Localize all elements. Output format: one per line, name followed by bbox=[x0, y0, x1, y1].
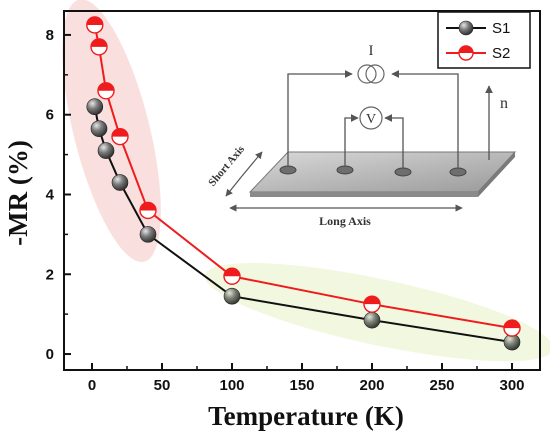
data-point-s2 bbox=[86, 16, 104, 34]
contact-2 bbox=[336, 165, 354, 175]
data-point-s2 bbox=[223, 267, 241, 285]
short-axis-arrow-up bbox=[241, 151, 263, 177]
legend-marker-s2 bbox=[458, 45, 474, 61]
voltmeter-icon bbox=[359, 106, 383, 130]
legend-marker-s1 bbox=[458, 20, 474, 36]
data-point-s1 bbox=[223, 287, 241, 305]
y-tick-label: 0 bbox=[46, 346, 54, 363]
current-label: I bbox=[369, 43, 374, 59]
x-axis-title: Temperature (K) bbox=[208, 401, 404, 431]
x-tick-label: 200 bbox=[359, 377, 384, 394]
measurement-setup-inset: I V n Long Axis Short Axis bbox=[206, 43, 517, 228]
data-point-s2 bbox=[97, 82, 115, 100]
contact-4 bbox=[449, 167, 467, 177]
data-point-s2 bbox=[503, 319, 521, 337]
x-tick-label: 0 bbox=[88, 377, 96, 394]
data-point-s2 bbox=[139, 201, 157, 220]
sample-plate-side bbox=[250, 192, 478, 197]
x-tick-label: 100 bbox=[219, 377, 244, 394]
y-axis-title: -MR (%) bbox=[3, 140, 33, 246]
data-point-s1 bbox=[97, 142, 115, 159]
current-source-icon-inner bbox=[365, 64, 385, 84]
low-temperature-highlight bbox=[62, 0, 161, 262]
x-tick-label: 50 bbox=[154, 377, 171, 394]
current-source-icon bbox=[357, 64, 377, 84]
data-point-s1 bbox=[363, 311, 381, 329]
data-point-s1 bbox=[90, 120, 108, 137]
contact-3 bbox=[394, 167, 412, 177]
x-tick-label: 150 bbox=[289, 377, 314, 394]
data-point-s2 bbox=[363, 295, 381, 313]
axes-layer: 0 50 100 150 200 250 300 0 2 4 6 8 bbox=[46, 10, 541, 394]
series-layer bbox=[86, 16, 521, 351]
normal-label: n bbox=[500, 95, 508, 112]
legend-label-s1: S1 bbox=[492, 20, 510, 37]
legend-item-s1: S1 bbox=[446, 20, 510, 37]
long-axis-label: Long Axis bbox=[319, 214, 371, 228]
x-tick-label: 300 bbox=[499, 377, 524, 394]
sample-plate-edge bbox=[478, 152, 515, 197]
y-tick-label: 6 bbox=[46, 107, 54, 124]
data-point-s1 bbox=[111, 174, 129, 191]
series-s2 bbox=[86, 16, 521, 337]
legend-box bbox=[437, 11, 531, 69]
x-tick-label: 250 bbox=[429, 377, 454, 394]
legend-label-s2: S2 bbox=[492, 45, 510, 62]
current-lead-left bbox=[287, 70, 353, 166]
y-tick-label: 2 bbox=[46, 266, 54, 283]
y-tick-label: 8 bbox=[46, 27, 54, 44]
data-point-s2 bbox=[90, 38, 108, 56]
data-point-s1 bbox=[139, 226, 157, 243]
contact-1 bbox=[279, 165, 297, 175]
short-axis-label: Short Axis bbox=[206, 143, 247, 189]
short-axis-arrow-down bbox=[225, 175, 243, 197]
series-s1 bbox=[86, 98, 521, 351]
current-lead-right bbox=[391, 70, 459, 168]
data-point-s2 bbox=[111, 127, 129, 146]
y-tick-label: 4 bbox=[46, 186, 55, 203]
voltage-label: V bbox=[366, 112, 376, 127]
voltage-lead-right bbox=[384, 114, 404, 168]
legend-item-s2: S2 bbox=[446, 45, 510, 62]
voltage-lead-left bbox=[344, 114, 359, 166]
data-point-s1 bbox=[86, 98, 104, 116]
